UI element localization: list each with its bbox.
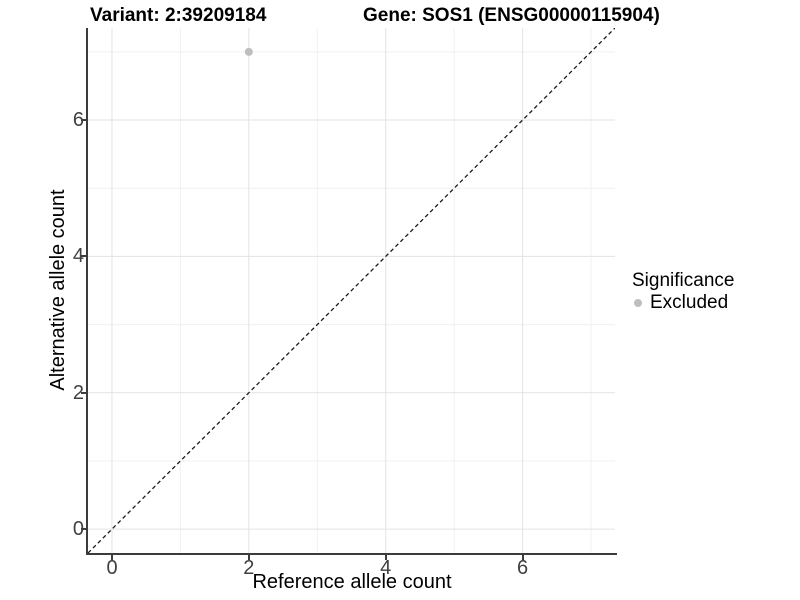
x-tick-label: 2 xyxy=(243,557,255,579)
y-tick-mark xyxy=(81,255,86,258)
y-tick-mark xyxy=(81,528,86,531)
legend-title: Significance xyxy=(632,270,735,291)
y-tick-mark xyxy=(81,119,86,121)
data-point xyxy=(244,47,253,56)
x-axis-title: Reference allele count xyxy=(252,571,452,593)
plot-canvas xyxy=(88,28,615,553)
y-tick-mark xyxy=(81,391,86,394)
y-tick-label: 6 xyxy=(72,109,84,131)
y-tick-label: 0 xyxy=(72,518,84,541)
legend-item-label: Excluded xyxy=(650,292,729,313)
y-tick-label: 4 xyxy=(72,245,84,268)
excluded-point-icon xyxy=(634,299,642,307)
x-tick-label: 6 xyxy=(517,557,529,579)
x-tick-mark xyxy=(384,555,387,560)
x-tick-mark xyxy=(521,555,524,560)
x-tick-mark xyxy=(111,555,113,560)
identity-reference-line xyxy=(88,28,615,553)
y-tick-label: 2 xyxy=(72,381,84,404)
y-axis-title: Alternative allele count xyxy=(47,189,69,391)
x-tick-mark xyxy=(247,555,250,560)
legend: Significance Excluded xyxy=(632,270,734,314)
y-axis-line xyxy=(86,28,88,555)
legend-item-excluded: Excluded xyxy=(632,292,734,314)
x-axis-line xyxy=(86,553,617,555)
plot-area xyxy=(88,28,615,553)
gene-title: Gene: SOS1 (ENSG00000115904) xyxy=(363,5,660,26)
variant-title: Variant: 2:39209184 xyxy=(90,5,267,26)
x-tick-label: 4 xyxy=(380,557,392,579)
x-tick-label: 0 xyxy=(106,557,118,579)
